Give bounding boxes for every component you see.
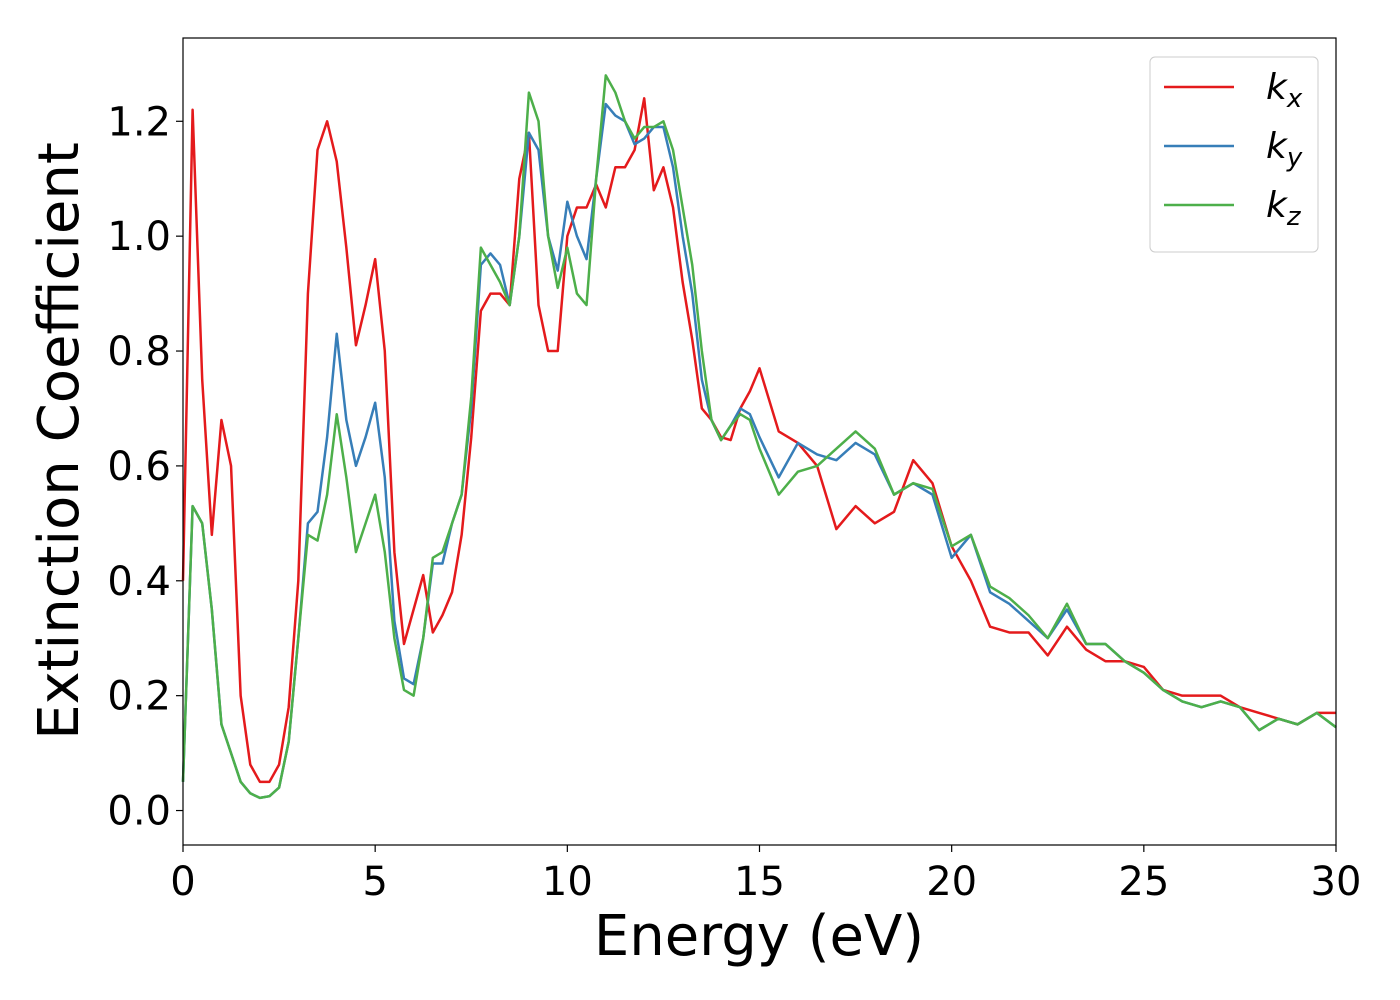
data-line (181, 97, 1336, 784)
y-tick-label: 0.4 (107, 559, 171, 605)
y-axis-label: Extinction Coefficient (27, 142, 92, 740)
y-tick-label: 0.6 (107, 444, 171, 490)
legend-box (1149, 56, 1319, 253)
x-tick-label: 0 (170, 859, 195, 905)
x-tick-label: 15 (734, 859, 785, 905)
x-tick-label: 5 (362, 859, 387, 905)
y-tick-label: 1.2 (107, 99, 171, 145)
y-tick-label: 0.0 (107, 789, 171, 835)
legend-label: kx (1266, 67, 1303, 114)
x-tick-label: 30 (1311, 859, 1362, 905)
x-tick-label: 20 (926, 859, 977, 905)
y-tick-label: 1.0 (107, 214, 171, 260)
legend-label: ky (1266, 126, 1303, 173)
legend-label: kz (1266, 185, 1302, 232)
y-tick-label: 0.8 (107, 329, 171, 375)
x-tick-label: 25 (1118, 859, 1169, 905)
y-tick-label: 0.2 (107, 674, 171, 720)
data-line (181, 74, 1337, 800)
x-tick-label: 10 (542, 859, 593, 905)
x-axis-label: Energy (eV) (594, 904, 924, 969)
plot-frame (182, 37, 1337, 846)
